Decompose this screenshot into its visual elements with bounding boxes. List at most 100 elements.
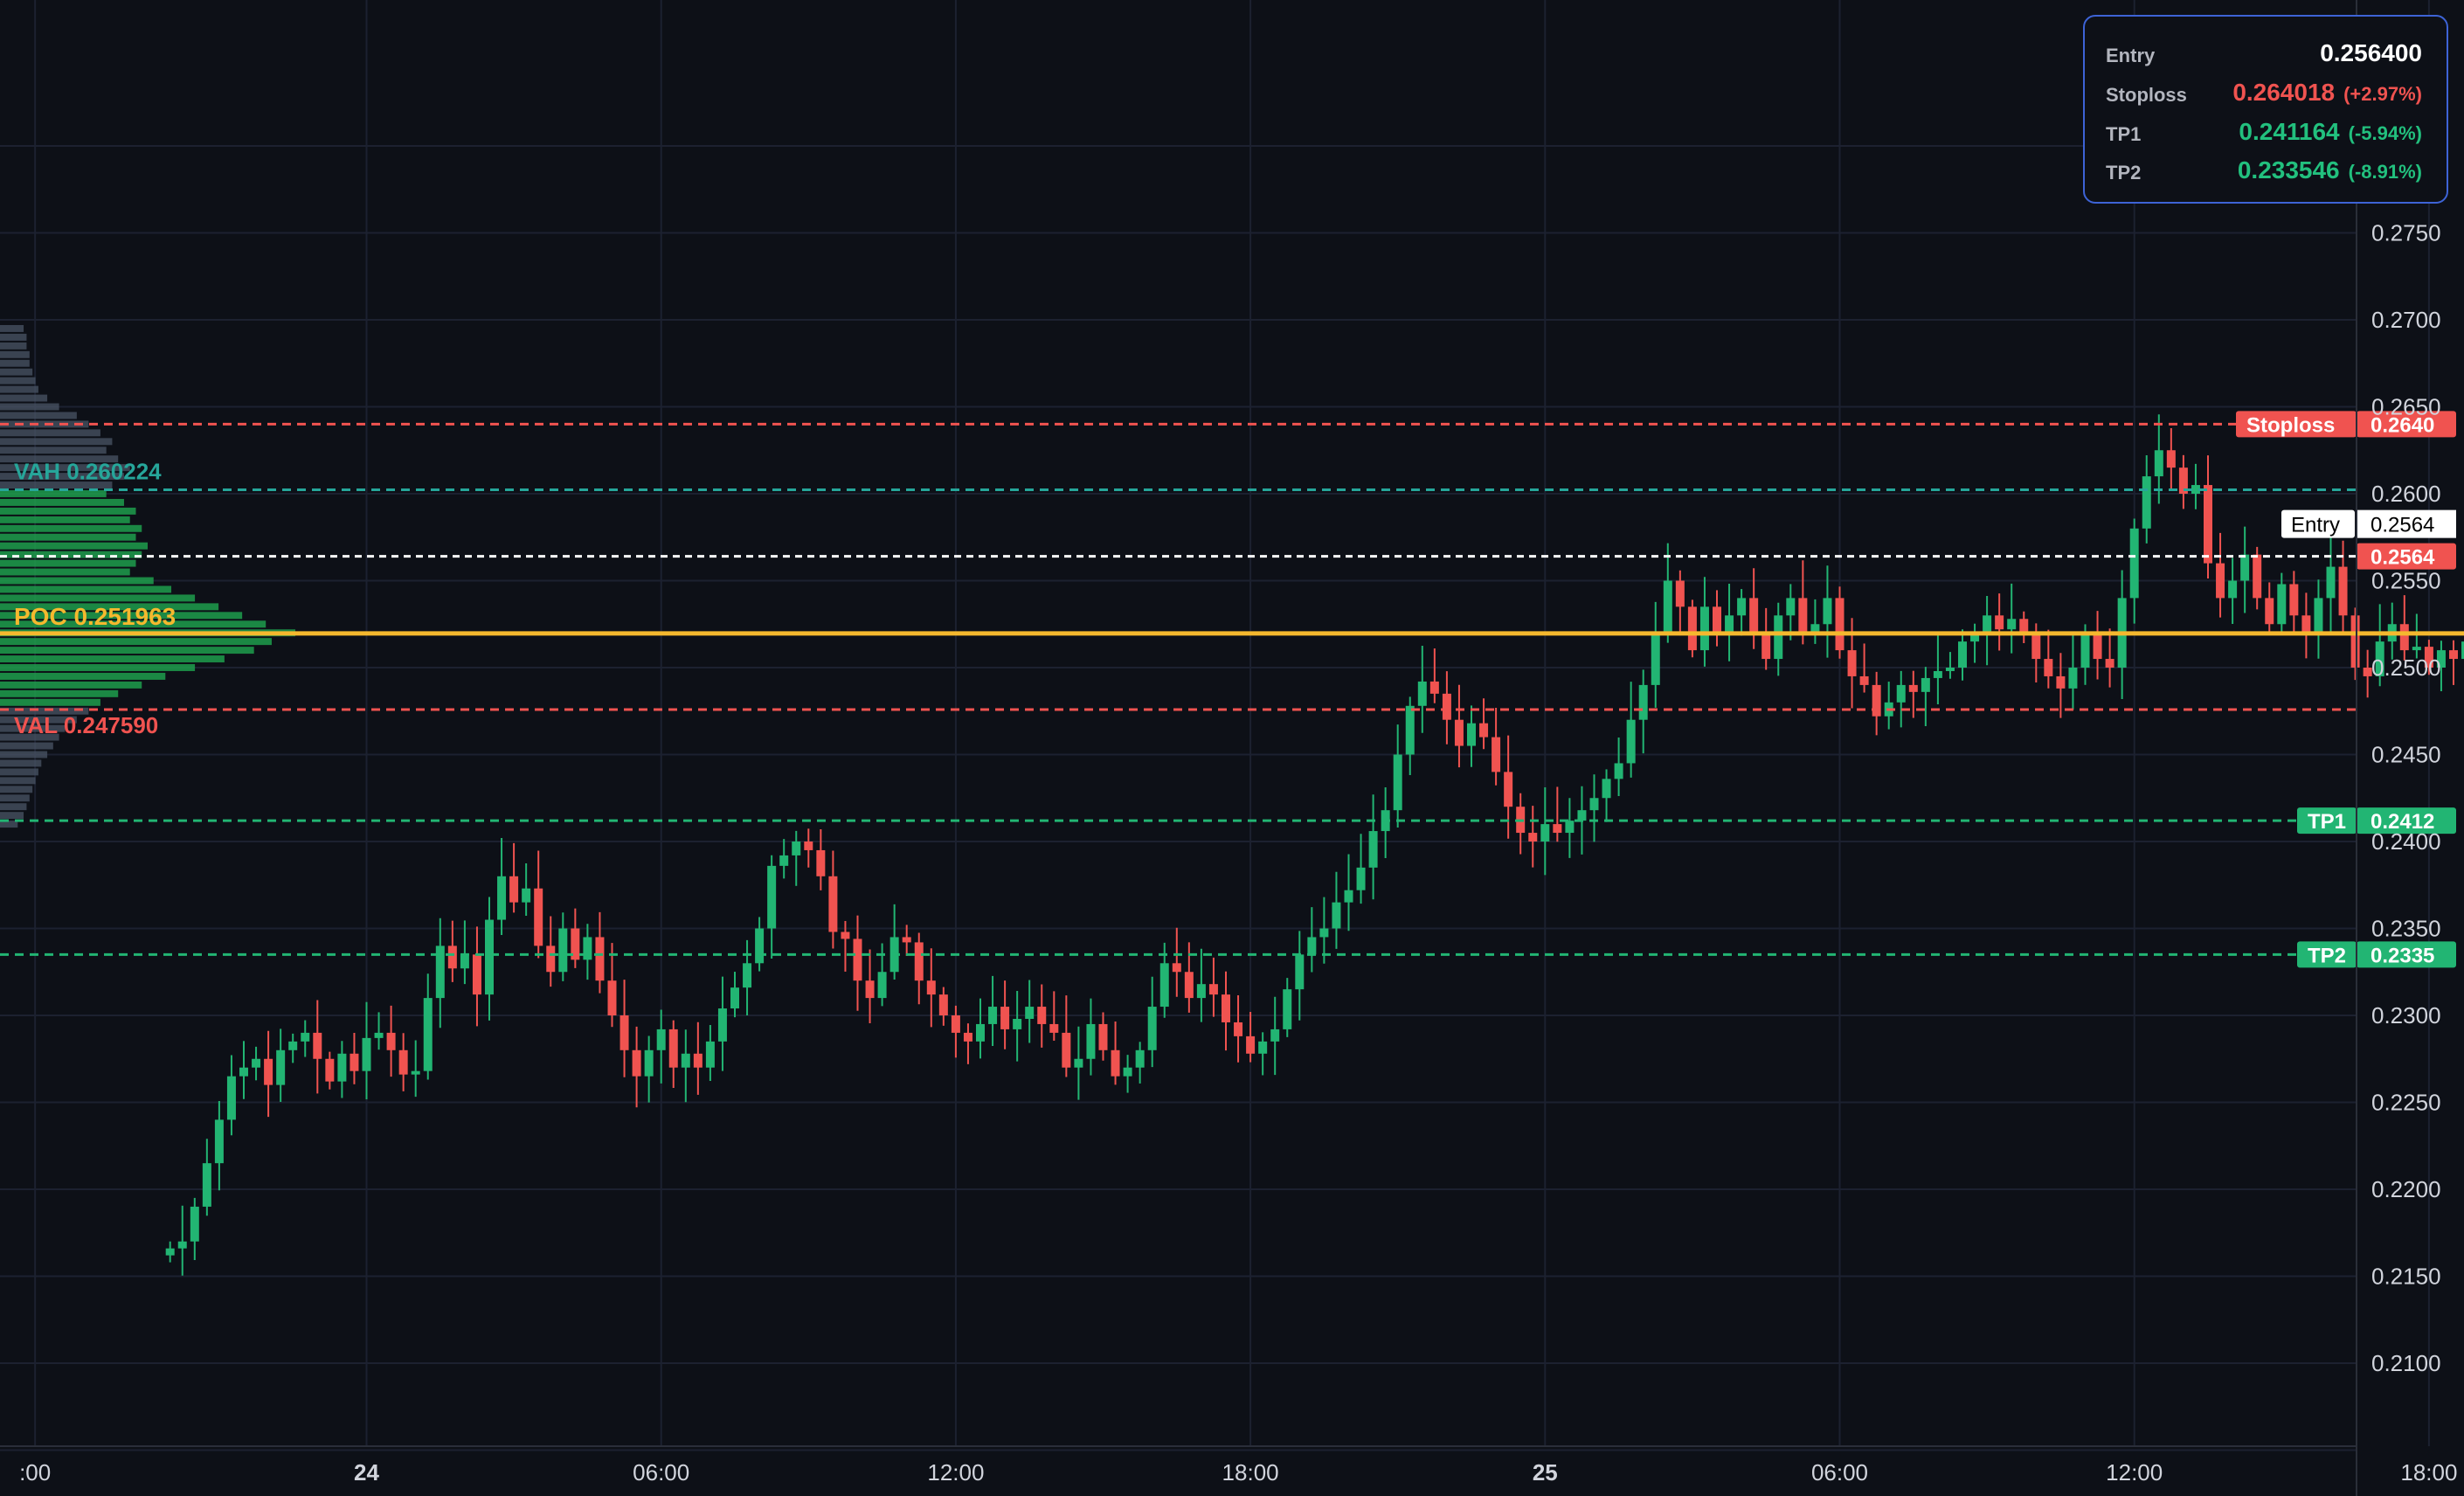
candle-body bbox=[1258, 1041, 1268, 1054]
candle-body bbox=[730, 987, 739, 1009]
candle-body bbox=[2289, 584, 2299, 616]
price-tag-text-stoploss: 0.2640 bbox=[2371, 413, 2434, 437]
candle-body bbox=[2007, 619, 2017, 630]
candle-body bbox=[976, 1023, 985, 1042]
candle-body bbox=[362, 1037, 371, 1071]
candle-body bbox=[902, 937, 911, 943]
entry-price-text: 0.2564 bbox=[2371, 514, 2434, 537]
candle-body bbox=[705, 1041, 715, 1068]
candle-body bbox=[2436, 650, 2446, 668]
volume-profile-bar bbox=[0, 672, 166, 680]
price-tag-text-entry: 0.2564 bbox=[2371, 546, 2435, 570]
candle-body bbox=[1908, 684, 1918, 692]
candle-body bbox=[1196, 984, 1206, 999]
info-row-tp2: TP2 0.233546 (-8.91%) bbox=[2106, 156, 2422, 191]
candle-body bbox=[2105, 659, 2114, 668]
candle-body bbox=[877, 972, 887, 999]
info-price-tp1: 0.241164 bbox=[2239, 118, 2340, 145]
candle-body bbox=[2350, 615, 2360, 668]
candle-body bbox=[914, 942, 924, 981]
candle-body bbox=[693, 1053, 703, 1068]
volume-profile-bar bbox=[0, 447, 107, 454]
candle-body bbox=[1319, 928, 1329, 938]
candle-body bbox=[288, 1041, 298, 1050]
x-tick-label: 24 bbox=[354, 1459, 379, 1486]
candle-body bbox=[865, 980, 875, 999]
candle-body bbox=[264, 1058, 273, 1085]
candle-body bbox=[951, 1015, 960, 1033]
candle-body bbox=[1958, 641, 1967, 668]
candle-body bbox=[2240, 554, 2250, 581]
volume-profile-bar bbox=[0, 324, 24, 332]
candle-body bbox=[1344, 890, 1353, 903]
volume-profile-bar bbox=[0, 438, 113, 446]
volume-profile-bar bbox=[0, 716, 77, 724]
y-tick-label: 0.2300 bbox=[2371, 1002, 2441, 1028]
candle-body bbox=[681, 1053, 690, 1068]
candle-body bbox=[1442, 693, 1451, 720]
candle-body bbox=[534, 888, 543, 946]
candle-body bbox=[2166, 450, 2176, 468]
candle-body bbox=[2216, 563, 2225, 599]
volume-profile-bar bbox=[0, 464, 130, 472]
candle-body bbox=[276, 1049, 286, 1085]
volume-profile-bar bbox=[0, 724, 66, 732]
volume-profile-bar bbox=[0, 681, 142, 689]
volume-profile-bar bbox=[0, 821, 18, 828]
volume-profile-bar bbox=[0, 533, 136, 541]
candle-body bbox=[1270, 1028, 1280, 1042]
x-tick-label: 18:00 bbox=[1222, 1459, 1279, 1486]
candle-body bbox=[644, 1049, 654, 1077]
candle-body bbox=[853, 938, 862, 981]
candle-body bbox=[411, 1070, 420, 1075]
candle-body bbox=[460, 954, 469, 969]
volume-profile-bar bbox=[0, 794, 30, 802]
candle-body bbox=[595, 937, 605, 981]
y-tick-label: 0.2550 bbox=[2371, 568, 2441, 594]
candle-body bbox=[1786, 598, 1796, 616]
volume-profile-bar bbox=[0, 689, 119, 697]
candle-body bbox=[1086, 1023, 1096, 1059]
candle-body bbox=[2363, 668, 2372, 676]
price-tag-tp2 bbox=[2357, 941, 2456, 968]
volume-profile-bar bbox=[0, 759, 42, 767]
candle-body bbox=[2044, 659, 2053, 676]
volume-profile-bar bbox=[0, 542, 148, 550]
candle-body bbox=[165, 1248, 175, 1256]
volume-profile-bar bbox=[0, 385, 38, 393]
volume-profile-bar bbox=[0, 473, 124, 481]
y-tick-label: 0.2350 bbox=[2371, 916, 2441, 942]
candle-body bbox=[1540, 824, 1550, 842]
candle-body bbox=[938, 994, 948, 1015]
volume-profile-bar bbox=[0, 803, 27, 811]
candle-body bbox=[1246, 1035, 1256, 1054]
x-tick-label: 06:00 bbox=[1811, 1459, 1868, 1486]
info-value-stoploss: 0.264018 (+2.97%) bbox=[2232, 79, 2422, 107]
price-tag-text-tp2: 0.2335 bbox=[2371, 944, 2434, 967]
candle-body bbox=[214, 1119, 224, 1164]
candle-body bbox=[792, 842, 801, 855]
volume-profile-bar bbox=[0, 603, 219, 611]
y-tick-label: 0.2700 bbox=[2371, 307, 2441, 333]
candle-body bbox=[1687, 606, 1697, 651]
candle-body bbox=[398, 1049, 408, 1075]
price-tag-text-tp1: 0.2412 bbox=[2371, 810, 2434, 834]
price-tag-stoploss bbox=[2357, 411, 2456, 438]
candle-body bbox=[1602, 779, 1611, 799]
info-label-entry: Entry bbox=[2106, 45, 2156, 66]
candle-body bbox=[1835, 598, 1845, 651]
volume-profile-bar bbox=[0, 333, 27, 341]
candle-body bbox=[1147, 1007, 1157, 1050]
candle-body bbox=[2204, 485, 2212, 564]
candle-body bbox=[1467, 723, 1476, 746]
candle-body bbox=[2129, 528, 2139, 599]
candle-body bbox=[1479, 723, 1489, 738]
candle-body bbox=[841, 932, 850, 939]
candle-body bbox=[1933, 670, 1942, 678]
volume-profile-bar bbox=[0, 481, 113, 489]
volume-profile-bar bbox=[0, 751, 48, 758]
info-price-tp2: 0.233546 bbox=[2237, 156, 2340, 184]
